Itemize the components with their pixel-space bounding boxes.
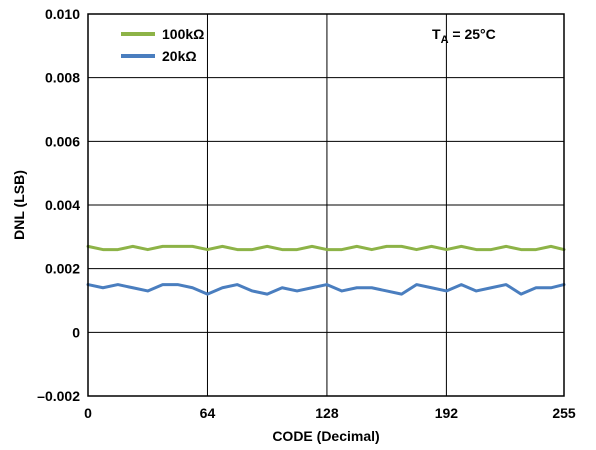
y-tick-label-4: 0.006 xyxy=(45,133,80,149)
series-line-1 xyxy=(86,283,566,296)
y-tick-label-2: 0.002 xyxy=(45,261,80,277)
x-axis-title: CODE (Decimal) xyxy=(272,428,379,444)
x-tick-label-3: 192 xyxy=(435,405,459,421)
x-tick-label-4: 255 xyxy=(552,405,576,421)
annotation-rest: = 25°C xyxy=(449,26,496,42)
y-tick-label-6: 0.010 xyxy=(45,6,80,22)
x-tick-label-2: 128 xyxy=(315,405,339,421)
y-tick-label-0: –0.002 xyxy=(37,388,80,404)
temperature-annotation: TA = 25°C xyxy=(432,26,496,46)
y-tick-label-1: 0 xyxy=(72,324,80,340)
grid xyxy=(88,14,564,396)
legend: 100kΩ 20kΩ xyxy=(121,26,204,64)
x-tick-label-0: 0 xyxy=(84,405,92,421)
series-layer xyxy=(86,244,566,296)
series-line-0 xyxy=(86,244,566,252)
annotation-sub: A xyxy=(441,34,449,46)
legend-label-20k: 20kΩ xyxy=(162,48,197,64)
y-tick-label-5: 0.008 xyxy=(45,70,80,86)
y-tick-label-3: 0.004 xyxy=(45,197,80,213)
plot-frame xyxy=(87,13,565,397)
y-axis-title: DNL (LSB) xyxy=(11,170,27,240)
annotation-main: T xyxy=(432,26,441,42)
x-tick-label-1: 64 xyxy=(200,405,216,421)
legend-label-100k: 100kΩ xyxy=(162,26,204,42)
